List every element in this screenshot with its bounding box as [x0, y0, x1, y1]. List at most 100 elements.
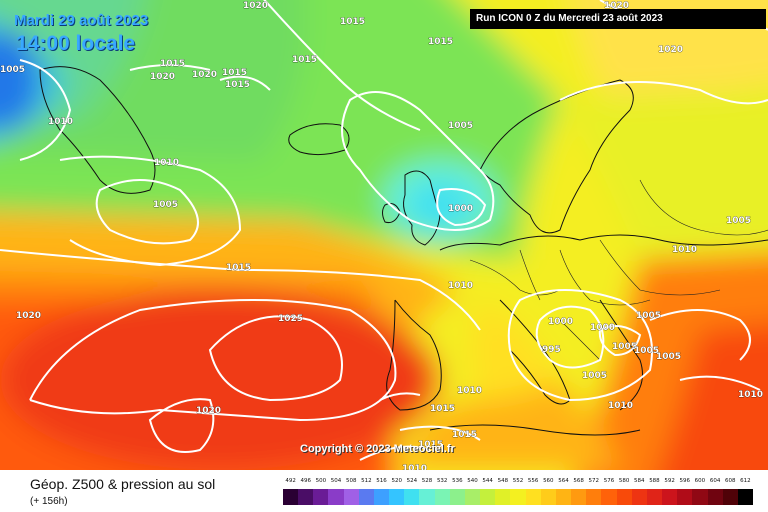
scale-swatch	[631, 489, 648, 505]
isobar-label: 1020	[243, 1, 268, 11]
scale-swatch	[434, 489, 451, 505]
scale-swatch	[464, 489, 481, 505]
geopotential-field	[0, 0, 768, 470]
scale-swatch	[328, 489, 345, 505]
isobar-label: 1010	[402, 464, 427, 470]
color-scale: 492 496 500 504 508 512 516 520 524 528 532 536 540 5…	[283, 478, 754, 508]
scale-swatch-row	[283, 489, 754, 505]
borders	[469, 179, 768, 361]
isobar-label: 1020	[150, 72, 175, 82]
isobar-label: 1020	[658, 45, 683, 55]
scale-swatch	[525, 489, 542, 505]
scale-tick-label: 568	[573, 478, 584, 484]
isobar-label: 1005	[634, 346, 659, 356]
isobar-label: 1010	[672, 245, 697, 255]
scale-tick-label: 608	[725, 478, 736, 484]
scale-tick-label: 532	[436, 478, 448, 484]
scale-swatch	[495, 489, 511, 505]
scale-tick-label: 516	[376, 478, 387, 484]
isobar-label: 1010	[738, 390, 763, 400]
scale-tick-label: 588	[649, 478, 660, 484]
isobar-label: 1015	[292, 55, 317, 65]
scale-swatch	[662, 489, 678, 505]
isobar-labels: 1020 1015 1015 1015 1020 1005 1015 1020 …	[0, 1, 763, 470]
scale-tick-label: 496	[300, 478, 311, 484]
scale-tick-label: 548	[497, 478, 509, 484]
isobar-label: 995	[542, 345, 561, 355]
scale-tick-label: 504	[330, 478, 342, 484]
scale-swatch	[555, 489, 572, 505]
scale-tick-label: 584	[634, 478, 645, 484]
isobar-label: 1020	[16, 311, 41, 321]
weather-map: 1020 1015 1015 1015 1020 1005 1015 1020 …	[0, 0, 768, 470]
scale-swatch	[419, 489, 436, 505]
scale-tick-label: 536	[452, 478, 463, 484]
isobar-label: 1000	[448, 204, 473, 214]
scale-tick-label: 512	[361, 478, 372, 484]
isobar-label: 1020	[604, 1, 629, 11]
scale-tick-label: 552	[512, 478, 524, 484]
scale-swatch	[737, 489, 754, 505]
scale-tick-label: 528	[421, 478, 433, 484]
isobar-label: 1005	[726, 216, 751, 226]
isobar-label: 1015	[160, 59, 185, 69]
isobar-label: 1005	[612, 342, 637, 352]
scale-tick-label: 564	[558, 478, 569, 484]
isobar-label: 1015	[222, 68, 247, 78]
scale-tick-row: 492 496 500 504 508 512 516 520 524 528 532 536 540 5…	[283, 478, 753, 487]
forecast-time: 14:00 locale	[16, 32, 136, 55]
isobar-label: 1015	[452, 430, 477, 440]
isobar-label: 1015	[418, 440, 443, 450]
isobar-label: 1005	[448, 121, 473, 131]
scale-swatch	[510, 489, 527, 505]
isobar-label: 1000	[590, 323, 615, 333]
isobar-label: 1010	[457, 386, 482, 396]
scale-tick-label: 520	[391, 478, 402, 484]
scale-swatch	[480, 489, 496, 505]
forecast-date: Mardi 29 août 2023	[14, 12, 149, 29]
isobar-label: 1010	[48, 117, 73, 127]
scale-swatch	[449, 489, 466, 505]
scale-tick-label: 556	[527, 478, 539, 484]
copyright-notice: Copyright © 2023 Meteociel.fr	[300, 443, 455, 455]
scale-swatch	[343, 489, 360, 505]
scale-tick-label: 576	[603, 478, 615, 484]
isobar-label: 1010	[608, 401, 633, 411]
scale-swatch	[389, 489, 405, 505]
isobar-label: 1020	[196, 406, 221, 416]
scale-swatch	[358, 489, 375, 505]
scale-swatch	[373, 489, 390, 505]
legend-footer: Géop. Z500 & pression au sol (+ 156h) 49…	[0, 470, 768, 512]
isobar-label: 1005	[656, 352, 681, 362]
scale-swatch	[707, 489, 724, 505]
scale-tick-label: 572	[588, 478, 600, 484]
isobar-label: 1005	[153, 200, 178, 210]
scale-swatch	[571, 489, 587, 505]
scale-swatch	[540, 489, 557, 505]
scale-swatch	[677, 489, 693, 505]
isobar-label: 1015	[340, 17, 365, 27]
isobar-label: 1005	[582, 371, 607, 381]
isobar-label: 1025	[278, 314, 303, 324]
isobar-label: 1020	[192, 70, 217, 80]
scale-tick-label: 560	[543, 478, 554, 484]
isobar-label: 1005	[0, 65, 25, 75]
scale-tick-label: 508	[345, 478, 357, 484]
scale-swatch	[313, 489, 329, 505]
map-title: Géop. Z500 & pression au sol	[30, 476, 216, 492]
model-run-label: Run ICON 0 Z du Mercredi 23 août 2023	[470, 9, 766, 29]
scale-tick-label: 500	[315, 478, 327, 484]
isobar-label: 1015	[225, 80, 250, 90]
scale-swatch	[692, 489, 708, 505]
isobar-label: 1010	[154, 158, 179, 168]
isobar-label: 1015	[430, 404, 455, 414]
isobar-label: 1015	[428, 37, 453, 47]
scale-tick-label: 540	[467, 478, 478, 484]
scale-tick-label: 580	[618, 478, 630, 484]
isobar-label: 1015	[226, 263, 251, 273]
scale-swatch	[404, 489, 420, 505]
isobar-label: 1010	[448, 281, 473, 291]
scale-tick-label: 492	[285, 478, 296, 484]
scale-tick-label: 600	[694, 478, 706, 484]
